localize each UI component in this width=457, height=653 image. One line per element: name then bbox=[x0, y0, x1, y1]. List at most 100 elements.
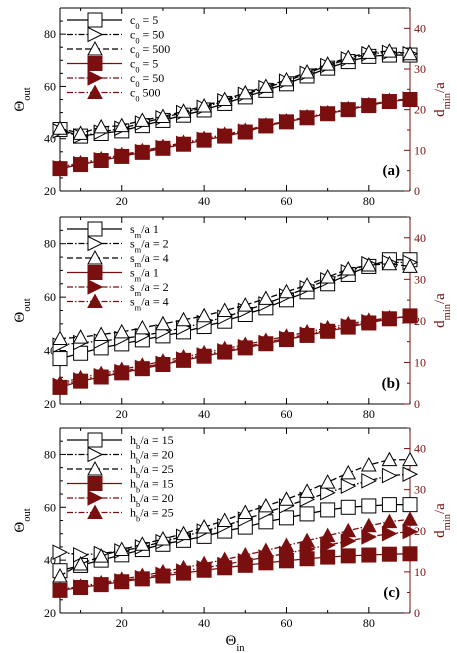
data-point bbox=[319, 269, 336, 284]
data-point bbox=[319, 319, 336, 335]
data-point bbox=[320, 484, 336, 501]
data-point bbox=[237, 504, 254, 520]
x-tick-label: 60 bbox=[280, 616, 292, 630]
data-point bbox=[216, 126, 233, 141]
data-point bbox=[258, 542, 274, 557]
x-tick-label: 20 bbox=[116, 194, 128, 208]
data-point bbox=[52, 544, 69, 561]
data-point bbox=[381, 43, 398, 58]
data-point bbox=[360, 44, 377, 59]
legend-marker bbox=[87, 56, 103, 71]
data-point bbox=[299, 506, 315, 522]
chart-panel-2: 20 40 60 8020406080010203040Θoutdmin/asm/a … bbox=[12, 216, 453, 421]
x-tick-label: 80 bbox=[363, 616, 375, 630]
data-point bbox=[72, 556, 89, 571]
data-point bbox=[402, 308, 418, 324]
legend-marker bbox=[87, 12, 103, 28]
y-tick-label-left: 80 bbox=[44, 27, 56, 41]
data-point bbox=[360, 517, 377, 533]
data-point bbox=[360, 312, 377, 327]
data-point bbox=[155, 353, 171, 368]
data-point bbox=[175, 525, 192, 541]
data-point bbox=[216, 302, 233, 317]
data-point bbox=[196, 307, 212, 323]
data-point bbox=[113, 541, 130, 557]
series-3 bbox=[52, 255, 418, 345]
data-point bbox=[319, 474, 336, 489]
series-line bbox=[59, 263, 411, 340]
y-tick-label-right: 30 bbox=[414, 272, 426, 286]
data-point bbox=[278, 510, 294, 526]
legend-marker bbox=[87, 265, 103, 280]
data-point bbox=[196, 130, 212, 145]
y-axis-label-left-text: Θout bbox=[12, 298, 33, 322]
data-point bbox=[113, 361, 130, 376]
legend-marker bbox=[87, 40, 103, 56]
data-point bbox=[175, 311, 192, 327]
data-point bbox=[402, 258, 418, 273]
data-point bbox=[361, 498, 377, 514]
data-point bbox=[52, 120, 68, 135]
data-point bbox=[278, 537, 295, 553]
legend-entry: hb/a = 25 bbox=[130, 506, 174, 524]
legend-entry: c0 = 50 bbox=[130, 71, 164, 89]
data-point bbox=[113, 146, 130, 162]
data-point bbox=[381, 513, 398, 529]
data-point bbox=[237, 336, 254, 352]
data-point bbox=[278, 113, 295, 128]
legend-entry: c0 = 500 bbox=[130, 42, 170, 60]
y-axis-label-right: dmin/a bbox=[432, 293, 453, 328]
y-axis-label-left: Θout bbox=[12, 508, 33, 532]
y-tick-label-right: 0 bbox=[414, 397, 420, 411]
data-point bbox=[93, 326, 110, 341]
data-point bbox=[361, 529, 377, 545]
y-tick-label-right: 0 bbox=[414, 606, 420, 620]
data-point bbox=[381, 451, 398, 467]
legend-entry: sm/a 1 bbox=[130, 222, 159, 240]
data-point bbox=[93, 150, 110, 166]
x-tick-label: 40 bbox=[198, 194, 210, 208]
data-point bbox=[216, 340, 233, 356]
y-tick-label-left: 60 bbox=[44, 290, 56, 304]
data-point bbox=[196, 519, 212, 534]
series-6 bbox=[52, 90, 418, 174]
y-axis-label-right-text: dmin/a bbox=[432, 293, 453, 328]
data-point bbox=[237, 297, 254, 312]
data-point bbox=[402, 511, 418, 526]
data-point bbox=[402, 523, 419, 540]
data-point bbox=[402, 497, 418, 513]
series-3 bbox=[52, 451, 418, 583]
legend-entry: hb/a = 15 bbox=[130, 477, 174, 495]
series-line bbox=[59, 259, 410, 360]
series-line bbox=[59, 553, 411, 592]
y-tick-label-left: 20 bbox=[44, 184, 56, 198]
data-point bbox=[93, 365, 110, 381]
data-point bbox=[175, 134, 192, 150]
legend-marker bbox=[87, 476, 103, 491]
data-point bbox=[52, 375, 68, 390]
series-line bbox=[59, 473, 411, 556]
data-point bbox=[134, 536, 151, 551]
data-point bbox=[360, 96, 377, 112]
legend-marker bbox=[87, 279, 104, 295]
x-tick-label: 60 bbox=[280, 194, 292, 208]
data-point bbox=[340, 533, 357, 549]
data-point bbox=[381, 546, 397, 562]
data-point bbox=[340, 464, 357, 480]
data-point bbox=[299, 277, 315, 292]
data-point bbox=[319, 56, 336, 71]
data-point bbox=[216, 512, 233, 527]
x-axis-label: Θin bbox=[225, 633, 245, 653]
data-point bbox=[93, 118, 110, 134]
data-point bbox=[299, 108, 315, 124]
y-axis-label-left: Θout bbox=[12, 87, 33, 111]
y-tick-label-right: 40 bbox=[414, 442, 426, 456]
y-tick-label-left: 60 bbox=[44, 500, 56, 514]
data-point bbox=[360, 257, 377, 272]
series-3 bbox=[52, 43, 418, 140]
x-tick-label: 60 bbox=[280, 407, 292, 421]
y-tick-label-right: 40 bbox=[414, 231, 426, 245]
data-point bbox=[52, 158, 68, 174]
y-tick-label-right: 10 bbox=[414, 565, 426, 579]
